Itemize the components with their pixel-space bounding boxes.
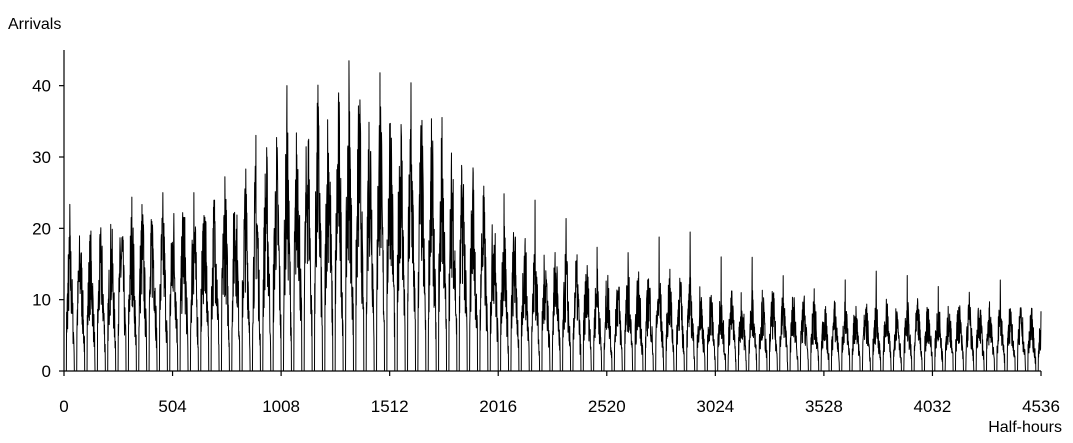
x-tick-label: 4032 (914, 397, 952, 416)
x-tick-label: 1512 (371, 397, 409, 416)
y-axis-title: Arrivals (8, 16, 61, 33)
x-tick-label: 1008 (262, 397, 300, 416)
x-tick-label: 2520 (588, 397, 626, 416)
y-tick-label: 30 (32, 148, 51, 167)
x-tick-label: 4536 (1022, 397, 1060, 416)
plot-area (63, 60, 1042, 372)
x-tick-label: 2016 (479, 397, 517, 416)
arrivals-series-line (63, 60, 1042, 372)
y-tick-label: 20 (32, 219, 51, 238)
x-tick-label: 3528 (805, 397, 843, 416)
x-tick-label: 504 (158, 397, 186, 416)
x-axis-title: Half-hours (988, 419, 1062, 436)
y-tick-label: 40 (32, 77, 51, 96)
x-tick-label: 3024 (696, 397, 734, 416)
y-tick-label: 0 (42, 362, 51, 381)
x-tick-label: 0 (59, 397, 68, 416)
y-tick-label: 10 (32, 291, 51, 310)
axes: 0 10 20 30 40 0 504 1008 1512 2016 2520 3024 3528 403… (32, 50, 1060, 416)
